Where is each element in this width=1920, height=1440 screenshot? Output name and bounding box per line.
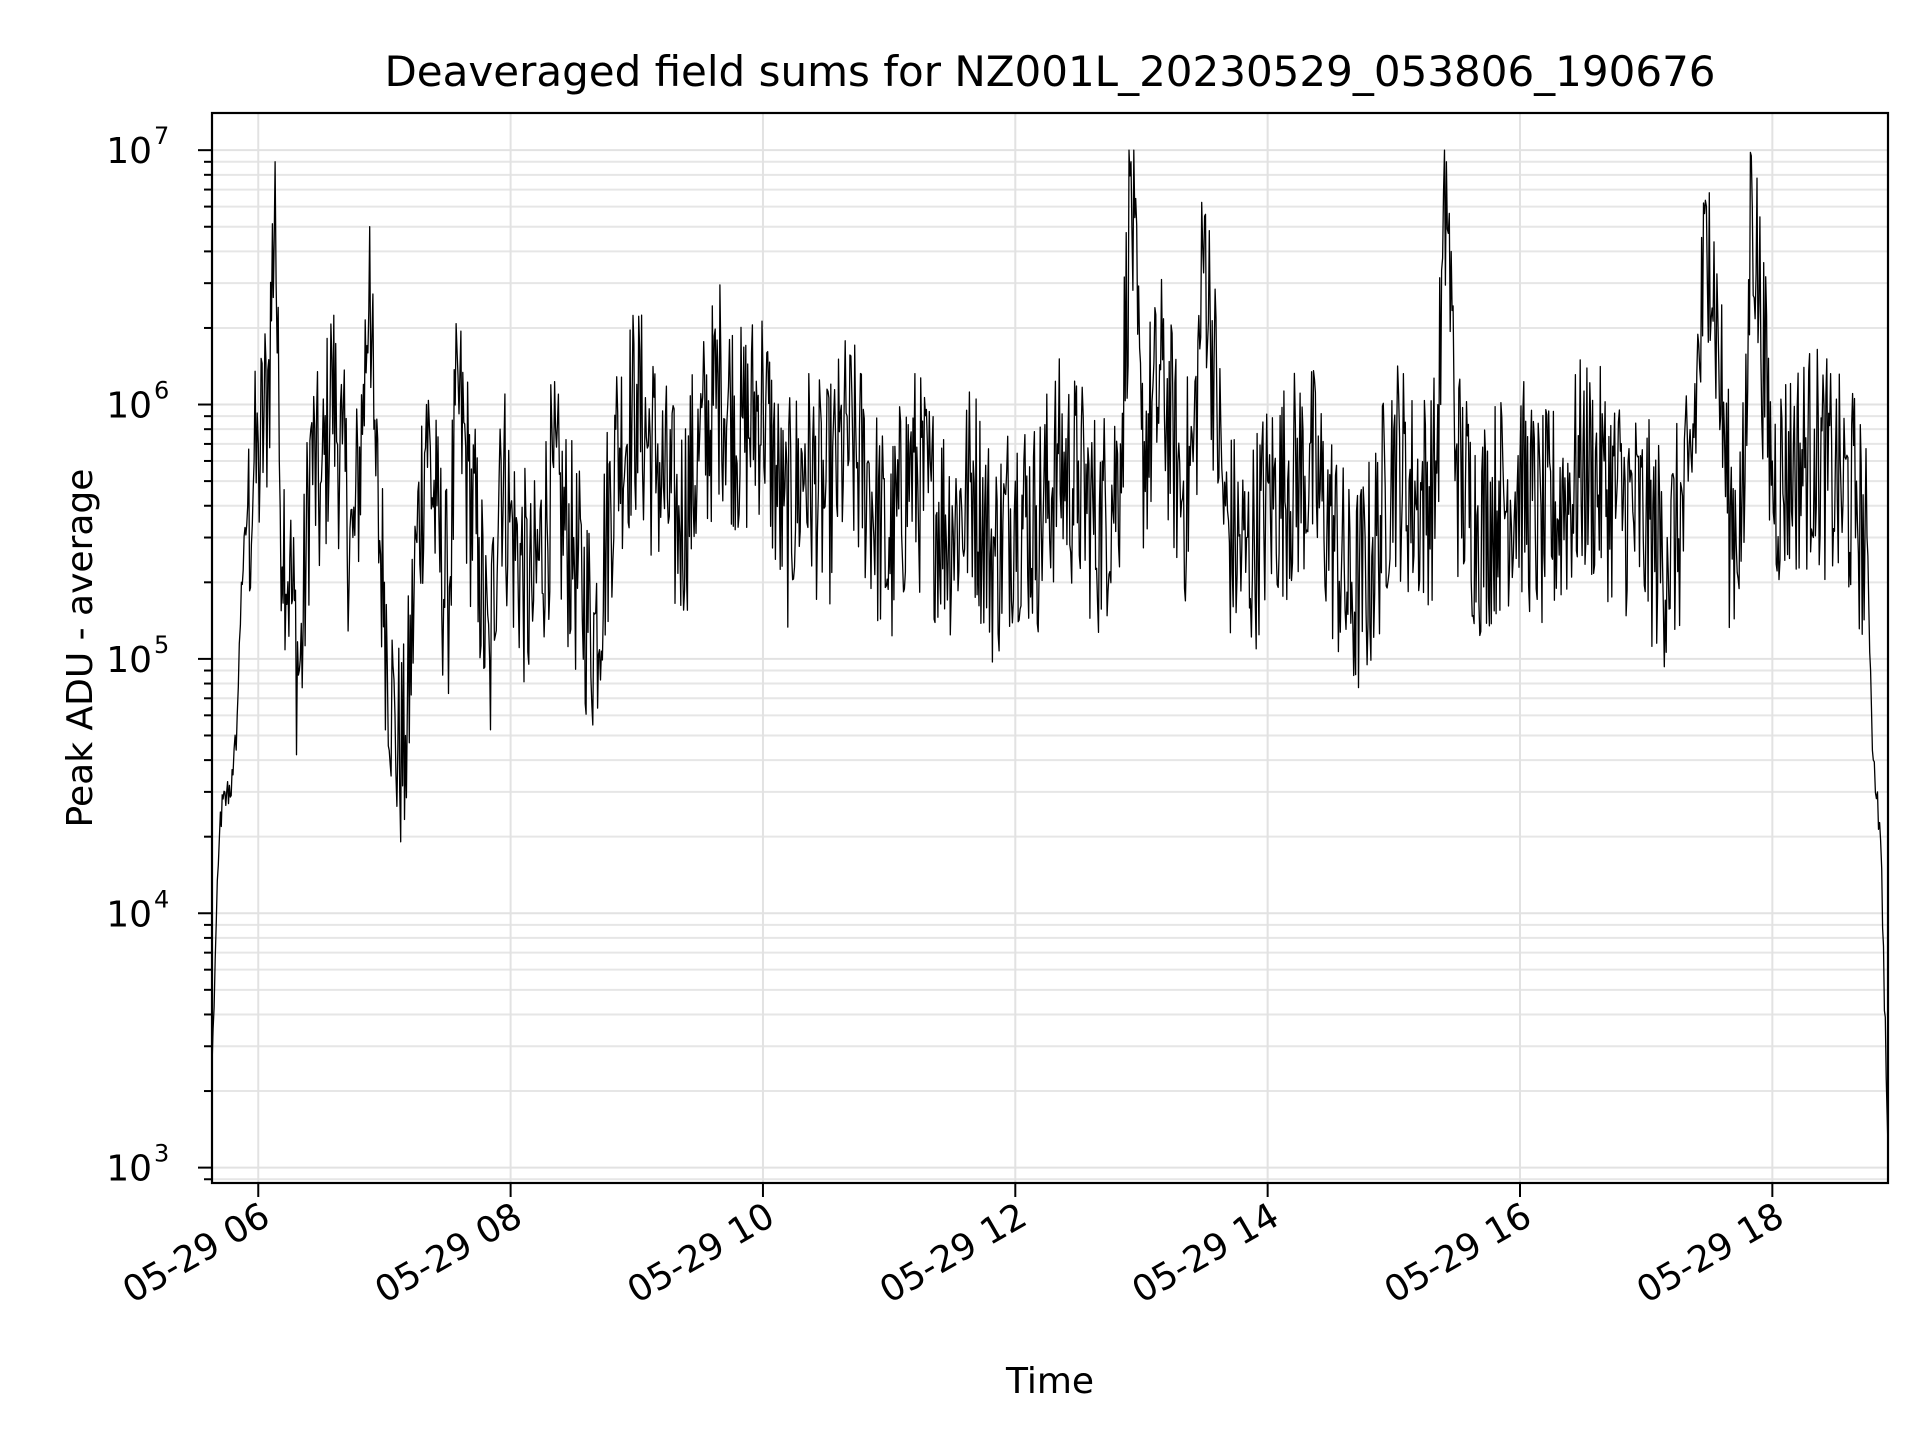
y-tick-exponent: 7 [154,122,169,150]
series-line [211,149,1889,1148]
y-axis-label: Peak ADU - average [60,469,101,828]
y-tick-exponent: 4 [154,885,169,913]
y-tick-label: 10 [106,894,152,935]
series-layer [211,149,1889,1148]
y-tick-label: 10 [106,1149,152,1190]
y-tick-exponent: 6 [154,377,169,405]
y-tick-label: 10 [106,131,152,172]
y-tick-exponent: 3 [154,1140,169,1168]
y-tick-label: 10 [106,386,152,427]
plot-frame [210,111,1890,1185]
y-tick-label: 10 [106,640,152,681]
chart-title: Deaveraged field sums for NZ001L_2023052… [384,47,1715,96]
y-tick-exponent: 5 [154,631,169,659]
x-axis-label: Time [1005,1361,1094,1402]
